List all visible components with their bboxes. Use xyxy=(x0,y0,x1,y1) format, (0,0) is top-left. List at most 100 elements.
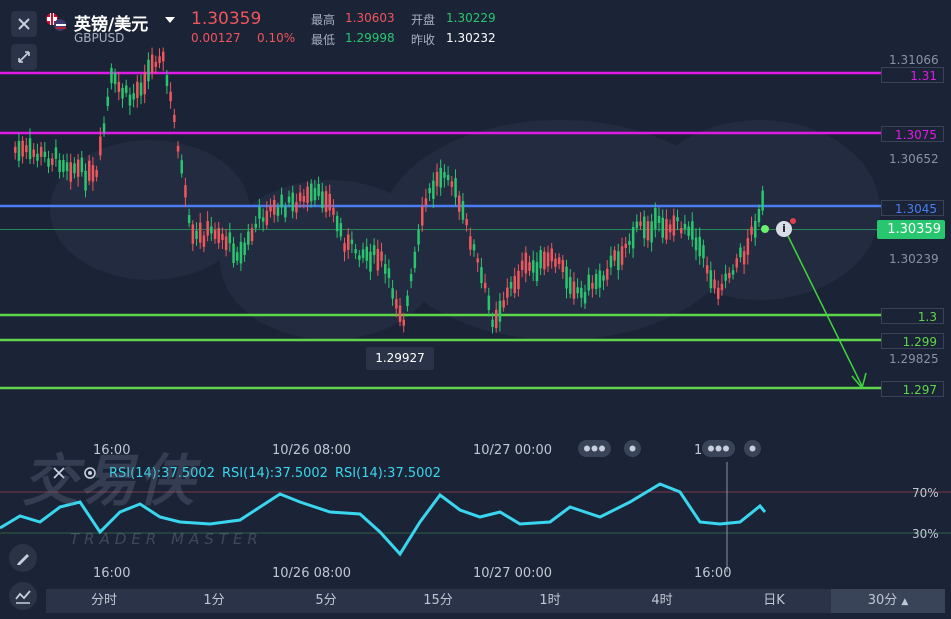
candle-body xyxy=(321,191,324,209)
tab-timeshare[interactable]: 分时 xyxy=(90,593,117,608)
candle-body xyxy=(631,227,635,249)
candle-body xyxy=(668,224,672,233)
price-axis-label: 1.29825 xyxy=(889,352,939,366)
tab-1hour[interactable]: 1时 xyxy=(539,593,561,608)
line-tag-1-3[interactable]: 1.3 xyxy=(881,308,944,324)
rsi-chart[interactable] xyxy=(0,462,951,572)
candle-body xyxy=(402,319,405,326)
map-background xyxy=(50,120,880,340)
candle-body xyxy=(550,248,553,262)
symbol-title[interactable]: 英镑/美元 xyxy=(74,15,149,35)
candle-body xyxy=(624,243,627,248)
dropdown-icon[interactable] xyxy=(164,15,176,25)
line-tag-1-297[interactable]: 1.297 xyxy=(881,381,944,397)
price-chart[interactable] xyxy=(0,0,951,440)
candle-body xyxy=(565,266,568,289)
more-options-button[interactable] xyxy=(578,440,611,457)
info-icon[interactable]: i xyxy=(776,221,792,237)
shrink-icon xyxy=(18,51,30,63)
candle-body xyxy=(709,270,713,289)
candle-body xyxy=(213,230,217,240)
candle-body xyxy=(750,226,753,235)
candle-body xyxy=(528,262,531,271)
tab-4hour[interactable]: 4时 xyxy=(651,593,673,608)
candle-body xyxy=(417,229,420,245)
candle-body xyxy=(17,140,21,161)
current-price-tag-value: 1.30359 xyxy=(887,222,941,237)
tab-5min[interactable]: 5分 xyxy=(315,593,337,608)
line-tag-1-3075[interactable]: 1.3075 xyxy=(881,126,944,142)
candle-body xyxy=(306,186,309,204)
candle-body xyxy=(372,245,376,256)
candle-body xyxy=(705,265,709,274)
low-marker-label: 1.29927 xyxy=(366,347,434,370)
candle-body xyxy=(154,61,158,67)
candle-body xyxy=(557,257,561,264)
draw-tool-button[interactable] xyxy=(9,544,37,572)
indicator-toggle-button[interactable] xyxy=(624,440,641,457)
candle-body xyxy=(202,235,206,247)
more-options-button-2[interactable] xyxy=(702,440,735,457)
candle-body xyxy=(506,287,509,298)
line-tag-1-31[interactable]: 1.31 xyxy=(881,67,944,83)
period-select[interactable]: 30分 ▲ xyxy=(831,589,945,613)
candle-body xyxy=(102,123,106,133)
dots-icon xyxy=(584,445,605,452)
tab-1min[interactable]: 1分 xyxy=(203,593,225,608)
candle-body xyxy=(724,273,727,281)
candle-body xyxy=(184,185,187,198)
candle-body xyxy=(687,226,690,236)
candle-body xyxy=(284,206,287,218)
candle-body xyxy=(132,93,135,100)
candle-body xyxy=(387,268,391,278)
candle-body xyxy=(435,171,439,187)
candle-body xyxy=(14,146,17,153)
candle-body xyxy=(391,288,394,299)
candle-body xyxy=(720,283,724,291)
open-label: 开盘 xyxy=(411,13,436,27)
price-axis-label: 1.31066 xyxy=(889,53,939,67)
candle-body xyxy=(754,220,757,238)
candle-body xyxy=(439,167,442,188)
close-indicator-icon[interactable] xyxy=(52,466,66,480)
close-button[interactable] xyxy=(11,11,37,37)
candle-body xyxy=(265,210,269,225)
candle-body xyxy=(428,187,431,194)
candle-body xyxy=(583,291,587,304)
line-tag-1-3045[interactable]: 1.3045 xyxy=(881,200,944,216)
candle-body xyxy=(657,215,661,224)
candle-body xyxy=(310,183,313,202)
settings-icon[interactable] xyxy=(82,465,98,481)
candle-body xyxy=(665,219,668,240)
candle-body xyxy=(143,72,146,95)
candle-body xyxy=(739,247,742,258)
indicator-toggle-button-2[interactable] xyxy=(744,440,761,457)
candle-body xyxy=(176,145,180,152)
candle-body xyxy=(88,160,91,181)
candle-body xyxy=(65,162,69,172)
indicator-tool-button[interactable] xyxy=(9,582,37,610)
price-axis-label: 1.30239 xyxy=(889,252,939,266)
candle-body xyxy=(465,218,468,226)
candle-body xyxy=(502,300,505,308)
candle-body xyxy=(650,221,653,243)
price-axis-label: 1.30652 xyxy=(889,152,939,166)
tab-15min[interactable]: 15分 xyxy=(423,593,453,608)
candle-body xyxy=(36,153,39,161)
candle-body xyxy=(539,250,542,269)
candle-body xyxy=(606,268,609,280)
candle-body xyxy=(495,309,498,329)
rsi-label: RSI(14):37.5002 xyxy=(335,466,441,481)
candle-body xyxy=(376,248,380,271)
candle-body xyxy=(639,221,642,226)
candle-body xyxy=(694,237,698,251)
candle-body xyxy=(591,283,594,289)
candle-body xyxy=(298,192,302,202)
candle-body xyxy=(128,94,132,106)
tab-daily[interactable]: 日K xyxy=(763,593,785,608)
rsi-time-label: 16:00 xyxy=(694,566,732,581)
candle-body xyxy=(365,246,368,261)
line-tag-1-299[interactable]: 1.299 xyxy=(881,333,944,349)
collapse-button[interactable] xyxy=(11,44,37,70)
candle-body xyxy=(47,158,50,167)
